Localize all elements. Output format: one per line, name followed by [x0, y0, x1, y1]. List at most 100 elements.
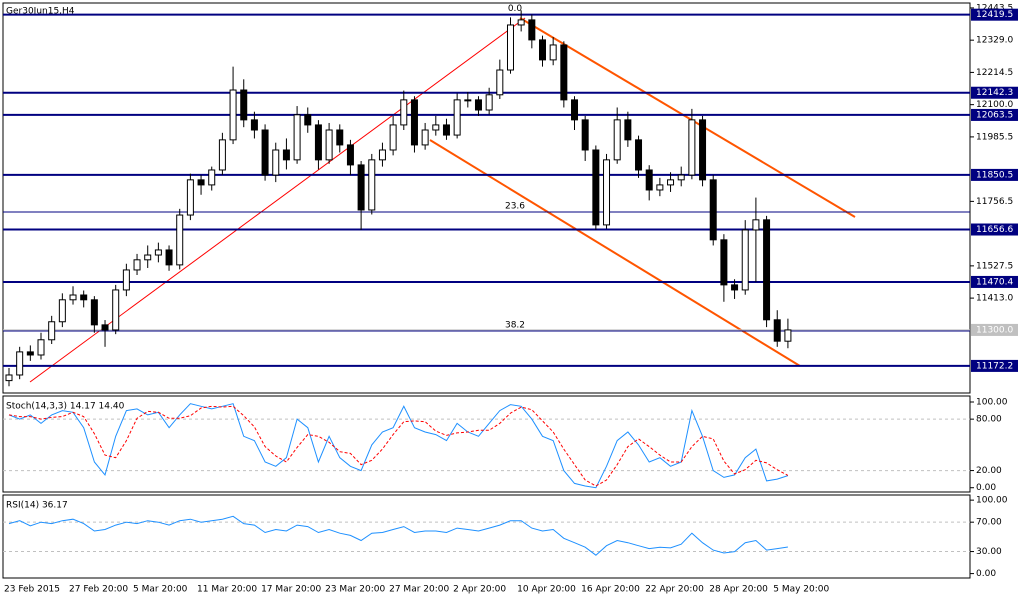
candle-body	[560, 44, 568, 101]
candle-body	[197, 179, 205, 186]
y-tick-label: 11756.5	[976, 197, 1013, 207]
x-tick-label: 23 Feb 2015	[4, 585, 60, 595]
fib-label: 0.0	[508, 4, 523, 14]
candle-body	[229, 89, 237, 141]
candle-body	[368, 159, 376, 211]
candle-body	[346, 144, 354, 166]
current-price-label: 11300.0	[976, 325, 1013, 335]
candle-body	[208, 169, 216, 186]
y-tick-label: 20.00	[976, 466, 1002, 476]
candle-body	[528, 19, 536, 41]
candle-body	[101, 324, 109, 331]
candle-body	[5, 374, 13, 382]
candle-body	[58, 299, 66, 323]
candle-body	[453, 99, 461, 136]
candle-body	[154, 249, 162, 256]
indicator-line	[8, 403, 789, 489]
level-label: 11850.5	[976, 170, 1013, 180]
candle-body	[506, 24, 514, 71]
candle-body	[389, 124, 397, 151]
candle-body	[37, 339, 45, 356]
candle-body	[133, 259, 141, 271]
level-box	[971, 168, 1018, 181]
x-tick-label: 11 Mar 20:00	[197, 585, 257, 595]
candle-body	[122, 269, 130, 291]
fib-label: 38.2	[505, 321, 525, 331]
candle-body	[549, 44, 557, 61]
x-tick-label: 17 Mar 20:00	[261, 585, 321, 595]
level-box	[971, 86, 1018, 99]
candle-body	[16, 351, 24, 376]
level-label: 11172.2	[976, 361, 1013, 371]
candle-body	[90, 299, 98, 326]
level-box	[971, 359, 1018, 372]
candle-body	[293, 114, 301, 161]
candle-body	[218, 139, 226, 171]
candle-body	[186, 179, 194, 216]
candle-body	[400, 99, 408, 126]
y-tick-label: 11985.5	[976, 132, 1013, 142]
candle-body	[603, 159, 611, 226]
level-label: 11470.4	[976, 277, 1013, 287]
candle-body	[635, 139, 643, 171]
y-tick-label: 30.00	[976, 547, 1002, 557]
y-tick-label: 12214.5	[976, 68, 1013, 78]
x-tick-label: 2 Apr 20:00	[453, 585, 506, 595]
candle-body	[624, 119, 632, 141]
level-label: 12142.3	[976, 88, 1013, 98]
candle-body	[250, 119, 258, 131]
rsi-title: RSI(14) 36.17	[6, 501, 68, 511]
candle-body	[699, 119, 707, 181]
candle-body	[763, 219, 771, 321]
y-tick-label: 12329.0	[976, 36, 1013, 46]
candle-body	[176, 214, 184, 266]
candle-body	[474, 99, 482, 111]
y-tick-label: 12443.5	[976, 3, 1013, 13]
stoch-title: Stoch(14,3,3) 14.17 14.40	[6, 402, 125, 412]
candle-body	[80, 294, 88, 301]
current-price-box	[971, 323, 1018, 336]
y-tick-label: 70.00	[976, 518, 1002, 528]
channel-upper	[519, 17, 856, 218]
candle-body	[720, 239, 728, 286]
y-tick-label: 12100.0	[976, 100, 1013, 110]
y-tick-label: 0.00	[976, 569, 996, 579]
candle-body	[709, 179, 717, 241]
candle-body	[464, 99, 472, 102]
candle-body	[539, 39, 546, 61]
candle-body	[26, 351, 34, 356]
candle-body	[656, 184, 664, 191]
main-title: Ger30Jun15,H4	[6, 7, 75, 17]
candle-body	[496, 69, 504, 96]
channel-lower	[429, 139, 801, 367]
candle-body	[731, 284, 739, 291]
x-tick-label: 10 Apr 20:00	[517, 585, 576, 595]
y-tick-label: 11527.5	[976, 261, 1013, 271]
candle-body	[784, 329, 792, 342]
x-tick-label: 27 Mar 20:00	[389, 585, 449, 595]
candle-body	[432, 124, 440, 131]
x-tick-label: 27 Feb 20:00	[69, 585, 128, 595]
x-tick-label: 23 Mar 20:00	[325, 585, 385, 595]
candle-body	[240, 89, 248, 121]
x-tick-label: 28 Apr 20:00	[709, 585, 768, 595]
fib-label: 23.6	[505, 201, 525, 211]
level-box	[971, 223, 1018, 236]
candle-body	[144, 254, 152, 261]
candle-body	[336, 129, 344, 146]
candle-body	[48, 321, 56, 341]
candle-body	[581, 119, 589, 151]
candle-body	[357, 164, 365, 211]
level-label: 12419.5	[976, 10, 1013, 20]
y-tick-label: 11413.0	[976, 294, 1013, 304]
level-label: 12063.5	[976, 110, 1013, 120]
level-label: 11656.6	[976, 225, 1013, 235]
candle-body	[517, 19, 525, 26]
rsi-panel	[2, 494, 971, 579]
candle-body	[592, 149, 600, 226]
candle-body	[741, 229, 749, 291]
candle-body	[69, 294, 77, 301]
candle-body	[165, 249, 173, 266]
